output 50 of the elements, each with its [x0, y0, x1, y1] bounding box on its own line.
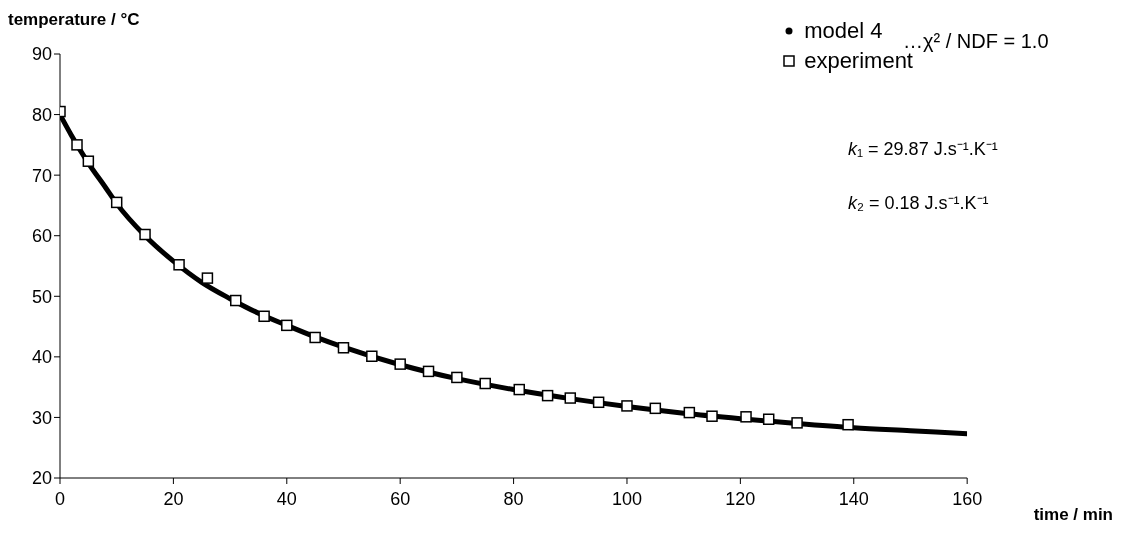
- point: [394, 358, 406, 370]
- x-axis-title: time / min: [1033, 505, 1113, 525]
- point: [592, 396, 605, 409]
- point: [82, 155, 95, 167]
- y-tick-label: 90: [31, 44, 52, 65]
- point: [541, 389, 554, 402]
- point: [201, 272, 214, 284]
- point: [762, 413, 775, 425]
- point: [513, 383, 525, 396]
- annotation: k₁ = 29.87 J.s⁻¹.K⁻¹: [848, 139, 998, 159]
- y-tick-label: 70: [31, 165, 52, 186]
- point: [451, 371, 463, 384]
- x-tick-label: 20: [163, 488, 184, 509]
- y-axis-title: temperature / °C: [8, 10, 140, 30]
- point: [110, 196, 123, 209]
- point: [706, 410, 718, 422]
- x-tick-label: 100: [611, 488, 642, 509]
- point: [309, 331, 321, 344]
- point: [621, 400, 633, 412]
- x-tick-label: 160: [952, 488, 983, 509]
- y-tick-label: 50: [31, 286, 52, 307]
- x-tick-label: 40: [276, 488, 297, 509]
- y-tick-label: 20: [31, 468, 52, 489]
- point: [791, 417, 803, 429]
- y-tick-label: 60: [31, 226, 52, 247]
- x-tick-label: 140: [838, 488, 869, 509]
- y-tick-label: 30: [31, 407, 52, 428]
- point: [337, 342, 350, 354]
- point: [683, 406, 696, 419]
- point: [230, 294, 242, 307]
- point: [71, 139, 83, 151]
- x-tick-label: 0: [54, 488, 66, 509]
- point: [173, 259, 185, 271]
- point: [649, 402, 662, 415]
- point: [139, 228, 151, 241]
- point: [842, 418, 854, 431]
- point: [366, 350, 378, 362]
- point: [281, 319, 293, 332]
- x-tick-label: 60: [390, 488, 411, 509]
- legend-label: model 4: [804, 17, 883, 45]
- point: [422, 365, 435, 378]
- point: [740, 411, 752, 423]
- point: [564, 392, 577, 404]
- point: [479, 377, 491, 390]
- point: [258, 310, 270, 323]
- y-tick-label: 80: [31, 104, 52, 125]
- y-tick-label: 40: [31, 347, 52, 368]
- x-tick-label: 80: [503, 488, 524, 509]
- x-tick-label: 120: [725, 488, 756, 509]
- annotation: k₂ = 0.18 J.s⁻¹.K⁻¹: [848, 193, 989, 213]
